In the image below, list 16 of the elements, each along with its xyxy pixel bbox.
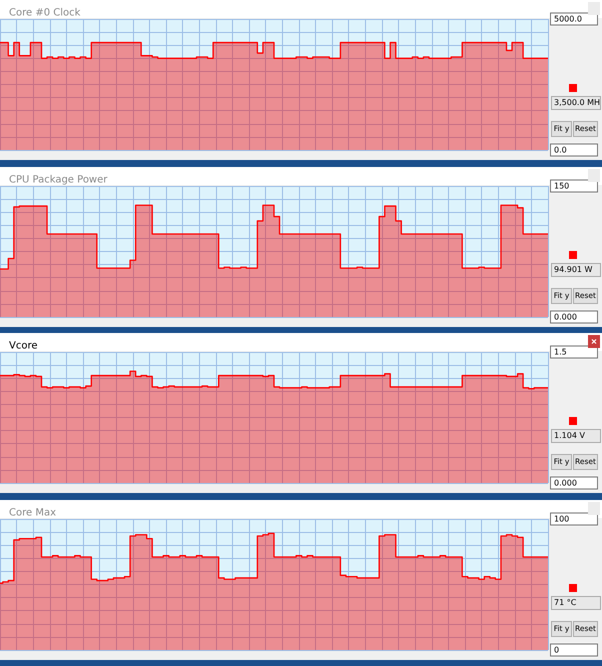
y-tick-label: 100 <box>554 514 570 523</box>
chart-title: Core #0 Clock <box>9 8 81 18</box>
text: 94.901 W <box>551 262 601 276</box>
y-tick-label: 0.000 <box>554 478 577 488</box>
text: 1.104 V <box>551 429 601 443</box>
chart-title: Vcore <box>9 340 38 352</box>
text: 3,500.0 MH <box>551 96 601 110</box>
chart-title: Core Max <box>9 507 56 518</box>
y-tick-label: 0.000 <box>554 312 577 321</box>
y-tick-label: 0 <box>554 645 560 654</box>
y-tick-label: 5000.0 <box>554 14 582 24</box>
y-tick-label: 150 <box>554 181 570 190</box>
y-tick-label: 0.0 <box>554 146 567 154</box>
text: 71 °C <box>551 596 601 610</box>
y-tick-label: 1.5 <box>554 348 567 356</box>
chart-title: CPU Package Power <box>9 174 108 185</box>
